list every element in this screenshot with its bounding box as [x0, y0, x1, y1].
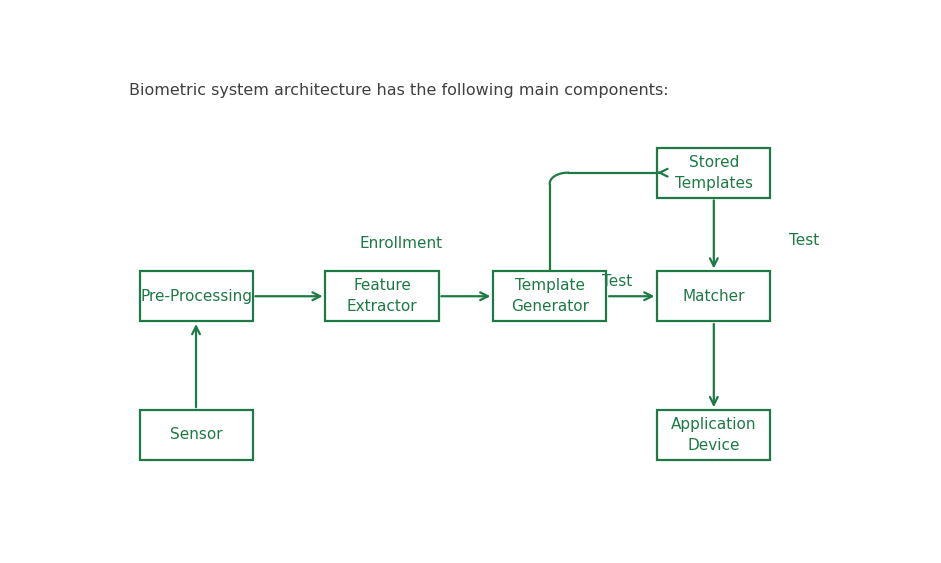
Text: Matcher: Matcher: [682, 289, 745, 303]
Text: Test: Test: [789, 234, 819, 248]
FancyBboxPatch shape: [657, 148, 771, 198]
Text: Stored
Templates: Stored Templates: [675, 155, 753, 191]
Text: Enrollment: Enrollment: [359, 236, 442, 251]
Text: Test: Test: [602, 274, 632, 289]
Text: Application
Device: Application Device: [671, 417, 757, 453]
Text: Feature
Extractor: Feature Extractor: [346, 278, 417, 314]
FancyBboxPatch shape: [493, 271, 606, 321]
Text: Biometric system architecture has the following main components:: Biometric system architecture has the fo…: [129, 83, 668, 98]
FancyBboxPatch shape: [326, 271, 439, 321]
FancyBboxPatch shape: [139, 410, 252, 460]
FancyBboxPatch shape: [139, 271, 252, 321]
Text: Template
Generator: Template Generator: [511, 278, 589, 314]
FancyBboxPatch shape: [657, 271, 771, 321]
Text: Sensor: Sensor: [169, 427, 222, 443]
FancyBboxPatch shape: [657, 410, 771, 460]
Text: Pre-Processing: Pre-Processing: [140, 289, 252, 303]
